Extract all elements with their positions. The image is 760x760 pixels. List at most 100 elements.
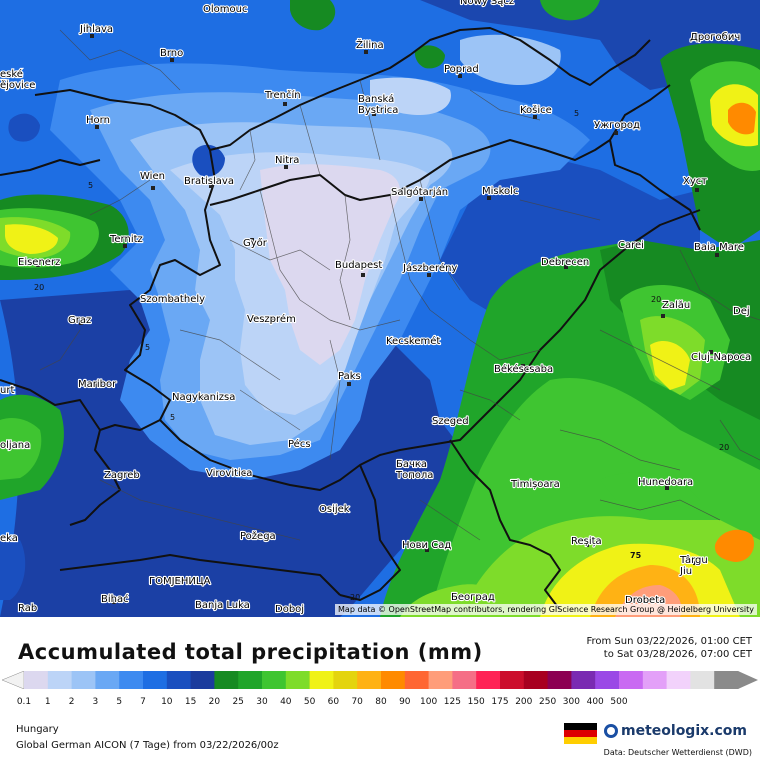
city-marker	[297, 441, 301, 445]
scale-swatch	[666, 671, 691, 689]
scale-swatch	[428, 671, 453, 689]
city-label: Bystrica	[358, 105, 398, 116]
scale-swatch	[71, 671, 96, 689]
precipitation-map: 5 5 5 5 20 20 20 20 75 Olomouc Nowy Sącz Jihlava Др…	[0, 0, 760, 617]
contour-label: 20	[651, 295, 661, 304]
city-marker	[585, 543, 589, 547]
scale-tick-label: 15	[184, 697, 197, 707]
scale-tick-label: 25	[232, 697, 244, 707]
city-marker	[715, 253, 719, 257]
city-marker	[112, 600, 116, 604]
color-scale-ticks: 0.1 1 2 3 5 7 10 15 20 25 30 40 50 60 70 80 90 100 125 150 1…	[0, 697, 760, 711]
city-marker	[693, 561, 697, 565]
scale-swatch	[547, 671, 572, 689]
scale-swatch	[24, 671, 49, 689]
city-marker	[661, 314, 665, 318]
city-label: Poprad	[444, 64, 479, 75]
city-label: Brno	[160, 48, 183, 59]
contour-label: 20	[350, 593, 360, 602]
scale-tick-label: 250	[539, 697, 557, 707]
city-marker	[270, 317, 274, 321]
city-label: Carei	[618, 240, 644, 251]
city-label: Košice	[520, 104, 552, 116]
city-label: Бачка	[396, 459, 427, 470]
scale-swatch	[357, 671, 382, 689]
city-marker	[695, 188, 699, 192]
model-info: Global German AICON (7 Tage) from 03/22/…	[16, 740, 279, 751]
city-label: Paks	[338, 371, 361, 382]
scale-min-arrow	[2, 671, 25, 689]
period-from: From Sun 03/22/2026, 01:00 CET	[586, 636, 752, 647]
scale-swatch	[476, 671, 501, 689]
city-marker	[419, 197, 423, 201]
scale-tick-label: 40	[280, 697, 292, 707]
city-label: Wien	[140, 171, 165, 182]
city-label: Osijek	[319, 504, 350, 515]
scale-swatch	[119, 671, 144, 689]
city-marker	[630, 245, 634, 249]
scale-tick-label: 5	[116, 697, 123, 707]
city-label: Cluj-Napoca	[691, 352, 751, 363]
edge-place-label: eské	[0, 68, 23, 80]
city-marker	[334, 507, 338, 511]
edge-place-label: Rab	[18, 603, 37, 614]
contour-label: 5	[88, 181, 93, 190]
scale-swatch	[595, 671, 620, 689]
city-label: Banská	[358, 93, 394, 105]
city-label: Maribor	[78, 379, 117, 390]
city-label: Nitra	[275, 155, 299, 166]
city-label: Hunedoara	[638, 477, 693, 488]
city-marker	[170, 297, 174, 301]
scale-swatch	[143, 671, 168, 689]
edge-place-label: urt	[0, 385, 14, 396]
scale-swatch	[95, 671, 120, 689]
scale-swatch	[690, 671, 715, 689]
city-label: Eisenerz	[18, 257, 60, 268]
city-label: Békéscsaba	[494, 363, 553, 375]
city-label: Olomouc	[203, 4, 247, 15]
city-label: Нови Сад	[402, 540, 451, 551]
city-marker	[709, 350, 713, 354]
map-attribution: Map data © OpenStreetMap contributors, r…	[335, 604, 757, 615]
city-marker	[361, 273, 365, 277]
city-label: Zagreb	[104, 470, 140, 481]
scale-tick-label: 500	[610, 697, 628, 707]
city-label: Drobeta	[625, 595, 665, 606]
city-label: Szeged	[432, 416, 469, 427]
scale-tick-label: 50	[303, 697, 316, 707]
color-scale-bar	[2, 671, 758, 689]
scale-swatch	[714, 671, 739, 689]
city-marker	[216, 603, 220, 607]
city-label: Graz	[68, 315, 91, 326]
city-marker	[364, 50, 368, 54]
city-marker	[95, 383, 99, 387]
scale-swatch	[642, 671, 668, 689]
city-marker	[202, 395, 206, 399]
city-label: Horn	[86, 115, 110, 126]
contour-labels: 5 5 5 5 20 20 20 20 75	[34, 109, 729, 602]
city-label: Požega	[240, 530, 276, 542]
contour-label: 20	[719, 443, 729, 452]
meteologix-logo[interactable]: meteologix.com	[604, 723, 747, 739]
scale-tick-label: 0.1	[16, 697, 32, 707]
city-marker	[250, 238, 254, 242]
scale-swatch	[333, 671, 358, 689]
city-label: Baia Mare	[694, 242, 744, 253]
city-label: Ужгород	[594, 120, 640, 131]
data-source: Data: Deutscher Wetterdienst (DWD)	[603, 748, 752, 757]
scale-tick-label: 70	[351, 697, 363, 707]
scale-tick-label: 20	[208, 697, 221, 707]
scale-tick-label: 150	[467, 697, 485, 707]
city-marker	[122, 472, 126, 476]
city-label: Reșița	[571, 536, 602, 547]
scale-tick-label: 3	[92, 697, 99, 707]
scale-swatch	[381, 671, 406, 689]
scale-swatch	[523, 671, 549, 689]
scale-swatch	[47, 671, 73, 689]
city-label: Doboj	[275, 604, 304, 615]
city-label: Zalău	[662, 300, 690, 311]
city-label: Veszprém	[247, 313, 296, 325]
city-label: Jihlava	[79, 24, 113, 35]
scale-tick-label: 300	[562, 697, 580, 707]
city-marker	[458, 74, 462, 78]
